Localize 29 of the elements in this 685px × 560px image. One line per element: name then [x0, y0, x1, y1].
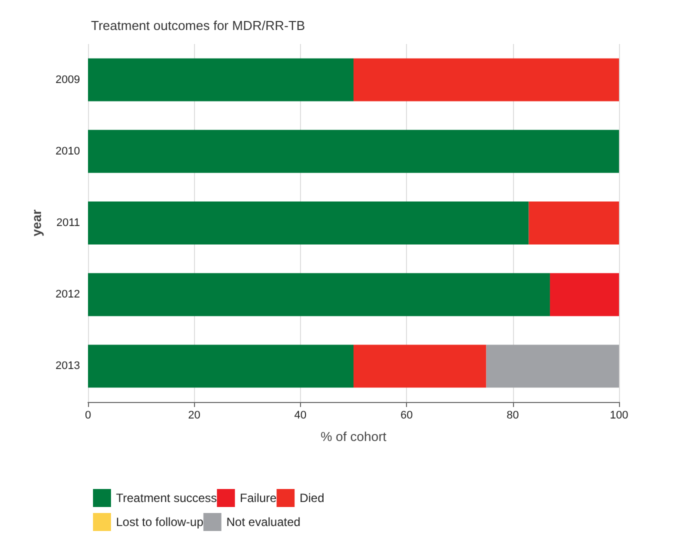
- bar: [88, 273, 550, 316]
- bar: [354, 344, 486, 388]
- x-tick-label: 100: [610, 410, 628, 422]
- x-tick-label: 60: [400, 410, 413, 422]
- bar: [550, 273, 619, 316]
- legend-label: Lost to follow-up: [116, 515, 204, 529]
- x-tick-label: 20: [188, 410, 200, 422]
- chart-title: Treatment outcomes for MDR/RR-TB: [91, 18, 306, 33]
- y-tick-label: 2009: [56, 74, 80, 86]
- bar: [88, 58, 354, 102]
- bar: [88, 344, 354, 388]
- legend-label: Failure: [240, 491, 277, 505]
- legend-label: Died: [300, 491, 324, 505]
- legend-label: Not evaluated: [226, 515, 300, 529]
- bar: [354, 58, 619, 102]
- x-axis-title: % of cohort: [320, 429, 387, 444]
- x-tick-label: 80: [506, 410, 519, 422]
- y-tick-label: 2013: [56, 360, 80, 372]
- bar: [528, 202, 619, 244]
- x-tick-label: 40: [294, 410, 307, 422]
- y-axis-title: year: [29, 210, 44, 236]
- y-tick-label: 2010: [56, 145, 80, 158]
- y-tick-label: 2012: [56, 288, 80, 301]
- y-tick-label: 2011: [56, 217, 80, 229]
- legend-label: Treatment success: [116, 491, 217, 505]
- bar: [88, 202, 529, 244]
- x-tick-label: 0: [84, 410, 92, 422]
- bar: [486, 344, 619, 388]
- bar: [88, 130, 619, 173]
